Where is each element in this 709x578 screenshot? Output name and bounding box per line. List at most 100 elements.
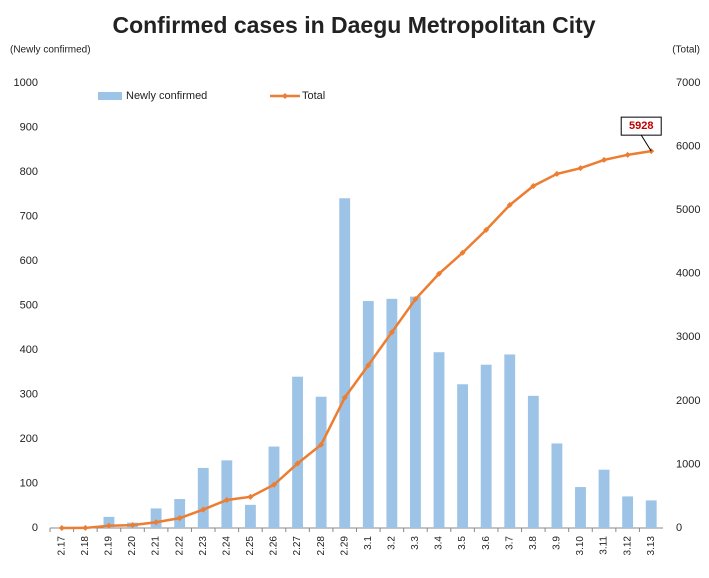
y-tick-label: 600 xyxy=(20,255,38,267)
x-tick-label: 2.19 xyxy=(104,536,115,556)
y2-tick-label: 2000 xyxy=(676,395,700,407)
point xyxy=(483,226,490,233)
point xyxy=(223,497,230,504)
x-tick-label: 2.25 xyxy=(245,536,256,556)
point xyxy=(176,515,183,522)
bar xyxy=(221,460,233,528)
y-tick-label: 900 xyxy=(20,121,38,133)
x-tick-label: 2.29 xyxy=(339,536,350,556)
legend-swatch xyxy=(98,92,122,100)
point xyxy=(624,151,631,158)
point xyxy=(270,481,277,488)
y-tick-label: 1000 xyxy=(14,77,38,89)
point xyxy=(318,441,325,448)
bar xyxy=(103,516,115,528)
bar xyxy=(292,376,303,528)
label-box xyxy=(620,116,662,136)
point xyxy=(105,522,112,529)
y-tick-label: 0 xyxy=(32,522,38,534)
point xyxy=(247,493,254,500)
bar xyxy=(433,352,445,528)
x-tick-label: 3.9 xyxy=(552,536,563,550)
y-tick-label: 100 xyxy=(20,477,38,489)
point xyxy=(58,525,65,531)
bar xyxy=(645,500,657,528)
y2-tick-label: 1000 xyxy=(676,458,700,470)
point xyxy=(294,460,301,467)
y2-tick-label: 0 xyxy=(676,522,682,534)
bar xyxy=(244,504,256,528)
x-tick-label: 2.27 xyxy=(292,536,303,556)
x-tick-label: 2.24 xyxy=(221,536,232,556)
y2-tick-label: 7000 xyxy=(676,77,700,89)
bar xyxy=(150,508,162,528)
point xyxy=(553,170,560,177)
x-tick-label: 3.12 xyxy=(622,536,633,556)
chart-title: Confirmed cases in Daegu Metropolitan Ci… xyxy=(112,12,595,38)
y2-tick-label: 6000 xyxy=(676,140,700,152)
point xyxy=(412,296,419,303)
point xyxy=(200,506,207,513)
bar xyxy=(386,298,398,528)
bar xyxy=(551,443,563,528)
bar xyxy=(339,198,351,528)
x-tick-label: 2.26 xyxy=(269,536,280,556)
x-tick-label: 3.11 xyxy=(599,536,610,555)
bar xyxy=(457,384,469,528)
bar xyxy=(315,396,327,528)
y-tick-label: 400 xyxy=(20,344,38,356)
y-tick-label: 300 xyxy=(20,388,38,400)
x-tick-label: 3.3 xyxy=(410,536,421,550)
y-axis-label: (Newly confirmed) xyxy=(10,45,91,56)
x-tick-label: 3.10 xyxy=(575,536,586,556)
bar xyxy=(197,467,209,528)
y2-tick-label: 4000 xyxy=(676,268,700,280)
y2-tick-label: 3000 xyxy=(676,331,700,343)
point xyxy=(577,165,584,172)
point xyxy=(436,270,443,277)
y-tick-label: 800 xyxy=(20,166,38,178)
x-tick-label: 2.17 xyxy=(56,536,67,556)
x-tick-label: 3.13 xyxy=(646,536,657,556)
x-tick-label: 2.18 xyxy=(80,536,91,556)
x-tick-label: 3.6 xyxy=(481,536,492,550)
bar xyxy=(622,496,634,528)
line xyxy=(61,149,652,530)
point xyxy=(530,182,537,189)
bar xyxy=(527,395,539,528)
point xyxy=(506,202,513,209)
x-tick-label: 3.5 xyxy=(457,536,468,550)
x-tick-label: 3.1 xyxy=(363,536,374,550)
point xyxy=(82,524,89,531)
point xyxy=(129,522,136,529)
point xyxy=(341,394,348,401)
x-tick-label: 3.2 xyxy=(387,536,398,550)
callout xyxy=(640,134,652,152)
point xyxy=(459,249,466,256)
bar xyxy=(504,354,516,528)
y2-axis-label: (Total) xyxy=(672,45,700,56)
point xyxy=(601,156,608,163)
bar xyxy=(362,301,374,528)
point xyxy=(153,519,160,526)
bar xyxy=(174,499,186,528)
bar xyxy=(575,487,586,528)
bar xyxy=(410,296,421,528)
x-tick-label: 2.20 xyxy=(127,536,138,556)
bar xyxy=(480,364,492,528)
x-tick-label: 2.28 xyxy=(316,536,327,556)
legend-swatch xyxy=(282,93,288,99)
x-tick-label: 3.8 xyxy=(528,536,539,550)
x-tick-label: 2.21 xyxy=(151,536,162,556)
y2-tick-label: 5000 xyxy=(676,204,700,216)
x-tick-label: 3.7 xyxy=(504,536,515,550)
x-tick-label: 3.4 xyxy=(434,536,445,550)
y-tick-label: 500 xyxy=(20,299,38,311)
data-label: 5928 xyxy=(629,120,653,132)
legend-label: Total xyxy=(302,90,325,102)
legend-label: Newly confirmed xyxy=(126,90,207,102)
point xyxy=(365,362,372,369)
point xyxy=(388,329,395,336)
y-tick-label: 200 xyxy=(20,433,38,445)
